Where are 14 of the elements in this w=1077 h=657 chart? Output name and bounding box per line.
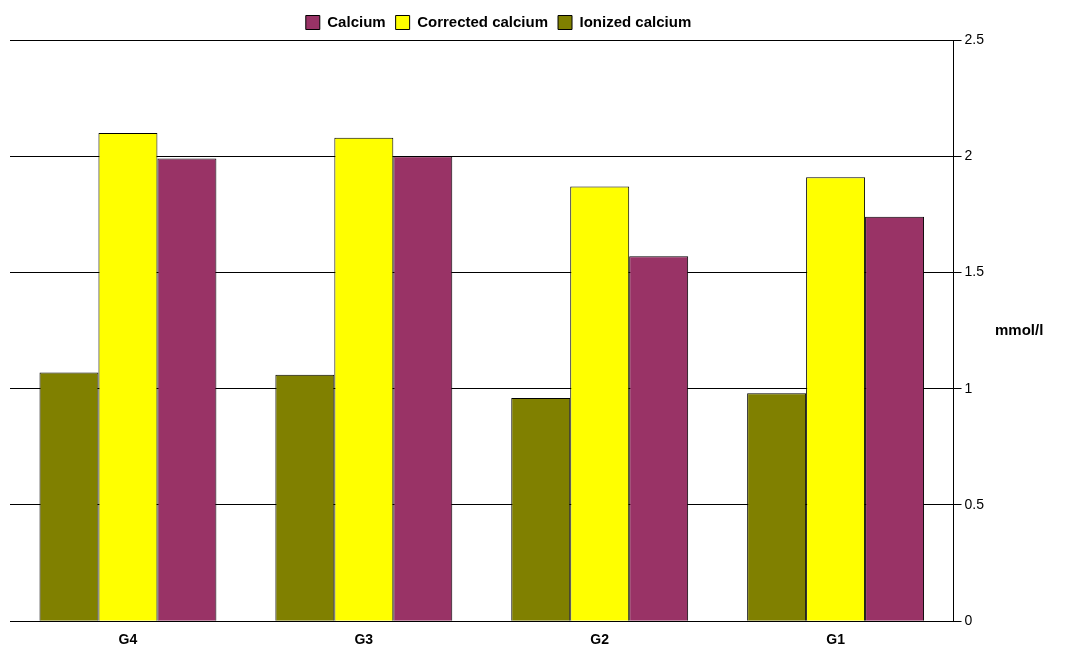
x-tick-label: G1	[826, 631, 846, 648]
legend-label: Corrected calcium	[417, 12, 549, 30]
y-tick-label: 0.5	[964, 495, 985, 512]
x-tick-label: G3	[354, 631, 374, 648]
y-axis-title: mmol/l	[995, 320, 1044, 338]
y-tick-label: 1	[964, 379, 973, 396]
x-tick-label: G2	[590, 631, 610, 648]
legend-label: Calcium	[327, 12, 386, 30]
y-tick-label: 1.5	[964, 263, 985, 280]
legend-label: Ionized calcium	[579, 12, 692, 30]
x-tick-label: G4	[118, 631, 138, 648]
y-tick-label: 2	[964, 147, 973, 164]
y-tick-label: 2.5	[964, 30, 985, 47]
y-tick-label: 0	[964, 612, 973, 629]
